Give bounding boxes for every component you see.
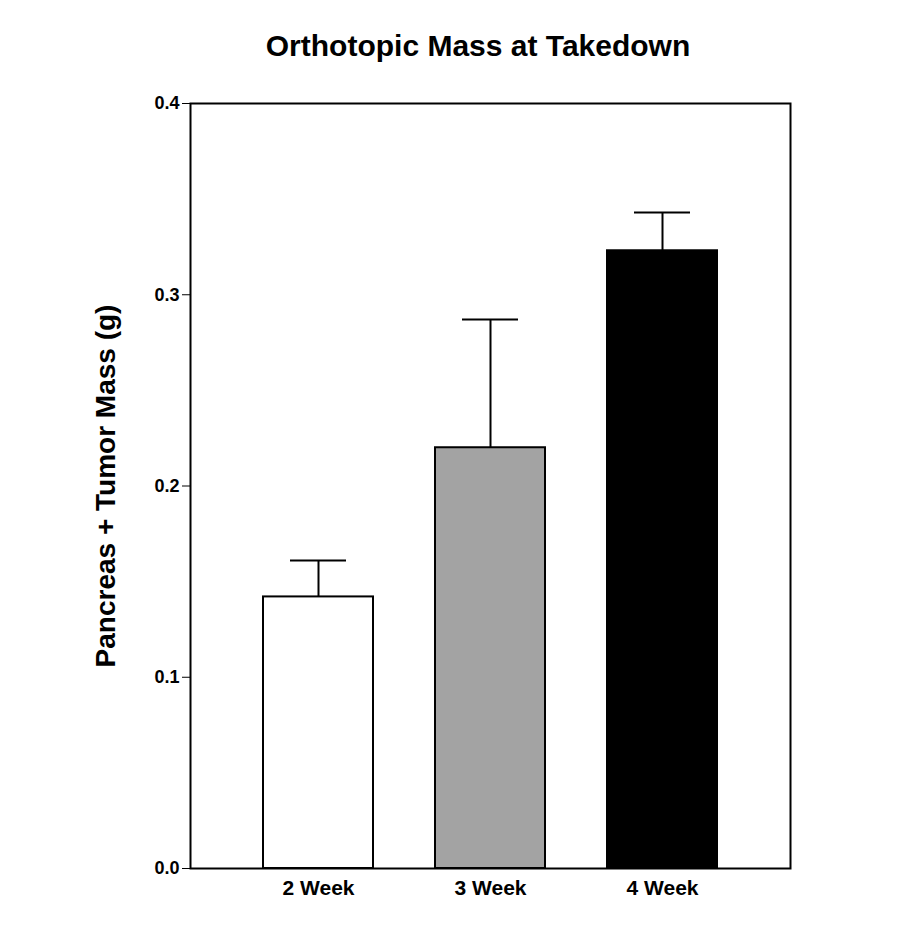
svg-text:3 Week: 3 Week: [455, 876, 527, 899]
svg-text:0.0: 0.0: [154, 858, 179, 878]
svg-text:4 Week: 4 Week: [627, 876, 699, 899]
svg-text:0.4: 0.4: [154, 93, 179, 113]
svg-text:0.1: 0.1: [154, 667, 179, 687]
svg-text:0.3: 0.3: [154, 285, 179, 305]
html-text:Orthotopic Mass at Takedown: Orthotopic Mass at Takedown: [265, 29, 691, 62]
svg-text:Pancreas + Tumor Mass (g): Pancreas + Tumor Mass (g): [90, 305, 121, 668]
svg-text:0.2: 0.2: [154, 476, 179, 496]
svg-text:2 Week: 2 Week: [283, 876, 355, 899]
